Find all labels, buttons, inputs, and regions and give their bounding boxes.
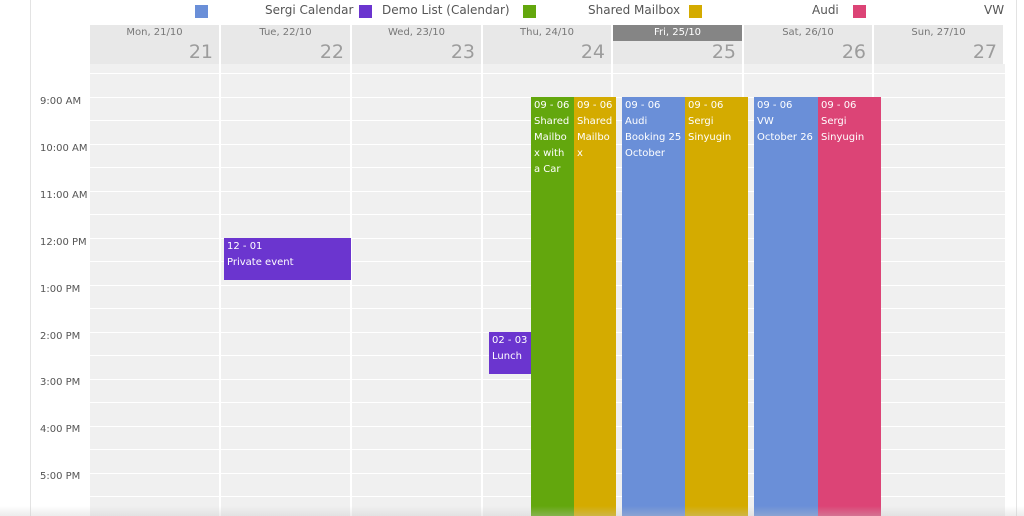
- time-label: 4:00 PM: [40, 424, 81, 435]
- event-title: Sergi Sinyugin: [821, 116, 865, 143]
- day-column-sun[interactable]: [874, 64, 1005, 516]
- day-header-number: 21: [188, 41, 213, 63]
- event-time: 09 - 06: [577, 100, 613, 111]
- grid-line: [90, 73, 1005, 74]
- day-header-number: 27: [972, 41, 997, 63]
- event-title: VW October 26: [757, 116, 813, 143]
- event-time: 09 - 06: [688, 100, 724, 111]
- event-title: Shared Mailbox with a Car: [534, 116, 570, 175]
- time-label: 10:00 AM: [40, 143, 88, 154]
- event-audi-booking-25-october[interactable]: 09 - 06 Audi Booking 25 October: [622, 97, 685, 516]
- event-time: 09 - 06: [534, 100, 570, 111]
- legend-swatch-shared-mailbox: [523, 5, 536, 18]
- day-header-name: Tue, 22/10: [259, 27, 312, 38]
- event-vw-october-26[interactable]: 09 - 06 VW October 26: [754, 97, 818, 516]
- time-label: 9:00 AM: [40, 96, 82, 107]
- event-title: Lunch: [492, 351, 522, 362]
- day-header-mon[interactable]: Mon, 21/10 21: [90, 25, 219, 64]
- day-header-name: Wed, 23/10: [388, 27, 445, 38]
- day-header-number: 26: [841, 41, 866, 63]
- legend-label-sergi-calendar[interactable]: Sergi Calendar: [265, 3, 354, 17]
- day-header-sat[interactable]: Sat, 26/10 26: [744, 25, 872, 64]
- event-private-event[interactable]: 12 - 01 Private event: [224, 238, 351, 280]
- time-label: 11:00 AM: [40, 190, 88, 201]
- calendar-legend: Sergi Calendar Demo List (Calendar) Shar…: [0, 0, 1024, 24]
- day-header-fri-today[interactable]: Fri, 25/10 25: [613, 25, 742, 64]
- day-column-tue[interactable]: [221, 64, 350, 516]
- event-shared-mailbox-with-a-car[interactable]: 09 - 06 Shared Mailbox with a Car: [531, 97, 574, 516]
- day-header-name: Sat, 26/10: [782, 27, 834, 38]
- legend-label-demo-list[interactable]: Demo List (Calendar): [382, 3, 510, 17]
- time-label: 3:00 PM: [40, 377, 81, 388]
- time-label: 1:00 PM: [40, 284, 81, 295]
- day-header-number: 22: [319, 41, 344, 63]
- event-sergi-sinyugin-audi[interactable]: 09 - 06 Sergi Sinyugin: [685, 97, 748, 516]
- day-column-wed[interactable]: [352, 64, 481, 516]
- event-time: 12 - 01: [227, 241, 263, 252]
- event-time: 09 - 06: [821, 100, 857, 111]
- day-header-wed[interactable]: Wed, 23/10 23: [352, 25, 481, 64]
- event-title: Audi Booking 25 October: [625, 116, 682, 159]
- event-title: Shared Mailbox: [577, 116, 613, 159]
- day-header-name: Thu, 24/10: [520, 27, 574, 38]
- day-header-name: Fri, 25/10: [613, 25, 742, 41]
- event-lunch[interactable]: 02 - 03 Lunch: [489, 332, 531, 374]
- right-border: [1016, 0, 1017, 516]
- day-header-sun[interactable]: Sun, 27/10 27: [874, 25, 1003, 64]
- bottom-fade: [0, 506, 1024, 516]
- legend-swatch-vw: [853, 5, 866, 18]
- day-header-name: Mon, 21/10: [126, 27, 183, 38]
- legend-label-vw[interactable]: VW: [984, 3, 1005, 17]
- event-title: Private event: [227, 257, 294, 268]
- day-column-mon[interactable]: [90, 64, 219, 516]
- event-time: 02 - 03: [492, 335, 528, 346]
- day-header-tue[interactable]: Tue, 22/10 22: [221, 25, 350, 64]
- left-border: [30, 0, 31, 516]
- event-shared-mailbox[interactable]: 09 - 06 Shared Mailbox: [574, 97, 616, 516]
- legend-swatch-audi: [689, 5, 702, 18]
- time-label: 2:00 PM: [40, 331, 81, 342]
- event-time: 09 - 06: [757, 100, 793, 111]
- event-title: Sergi Sinyugin: [688, 116, 732, 143]
- legend-label-shared-mailbox[interactable]: Shared Mailbox: [588, 3, 681, 17]
- legend-label-audi[interactable]: Audi: [812, 3, 839, 17]
- legend-swatch-demo-list: [359, 5, 372, 18]
- day-header-thu[interactable]: Thu, 24/10 24: [483, 25, 611, 64]
- event-sergi-sinyugin-vw[interactable]: 09 - 06 Sergi Sinyugin: [818, 97, 881, 516]
- legend-swatch-sergi-calendar: [195, 5, 208, 18]
- event-time: 09 - 06: [625, 100, 661, 111]
- day-header-name: Sun, 27/10: [911, 27, 966, 38]
- day-header-number: 25: [711, 41, 736, 63]
- time-label: 12:00 PM: [40, 237, 87, 248]
- day-header-number: 24: [580, 41, 605, 63]
- day-header-number: 23: [450, 41, 475, 63]
- time-label: 5:00 PM: [40, 471, 81, 482]
